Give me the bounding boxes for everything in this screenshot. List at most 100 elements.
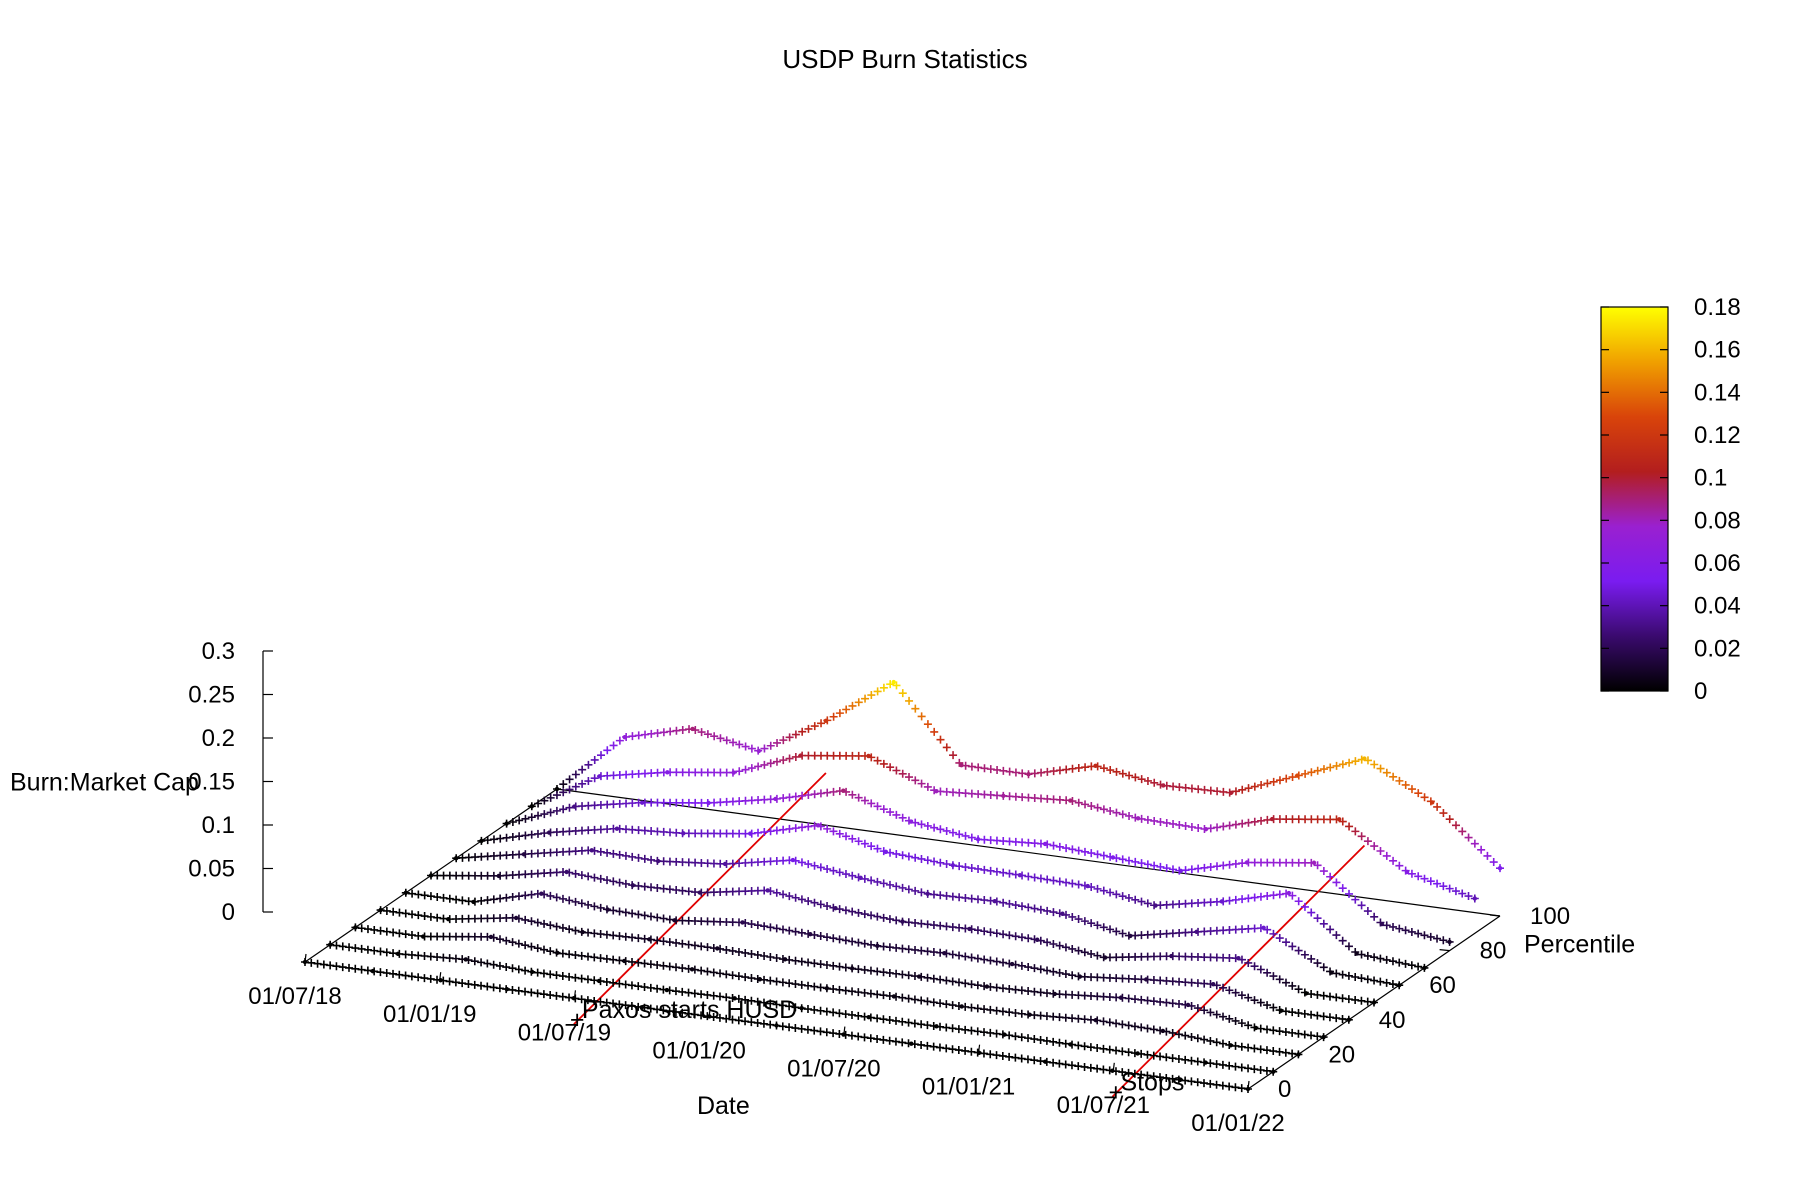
data-point	[1326, 763, 1335, 772]
data-point	[376, 926, 385, 935]
data-point	[785, 892, 794, 901]
data-point	[590, 902, 599, 911]
data-point	[584, 900, 593, 909]
data-vertex	[488, 934, 494, 940]
data-point	[395, 929, 404, 938]
data-point	[357, 965, 366, 974]
data-point	[760, 760, 769, 769]
data-vertex	[748, 831, 753, 836]
data-point	[980, 955, 989, 964]
data-point	[552, 806, 561, 815]
series-100	[553, 679, 1504, 873]
data-point	[779, 756, 788, 765]
data-point	[565, 775, 574, 784]
data-point	[533, 918, 542, 927]
data-point	[1345, 758, 1354, 767]
data-point	[1124, 1021, 1133, 1030]
data-point	[1093, 884, 1102, 893]
data-point	[577, 899, 586, 908]
data-point	[646, 912, 655, 921]
data-vertex	[1397, 983, 1402, 988]
data-point	[1212, 1010, 1221, 1019]
data-point	[917, 996, 926, 1005]
data-point	[389, 907, 398, 916]
data-point	[936, 735, 945, 744]
data-point	[854, 938, 863, 947]
data-point	[1199, 1079, 1208, 1088]
data-point	[1155, 1073, 1164, 1082]
data-point	[1099, 851, 1108, 860]
data-vertex	[824, 986, 830, 991]
data-point	[961, 863, 970, 872]
data-point	[1018, 902, 1026, 911]
data-point	[603, 876, 612, 885]
data-vertex	[1422, 965, 1427, 971]
data-point	[898, 813, 907, 822]
data-point	[546, 921, 555, 930]
data-vertex	[916, 974, 922, 979]
data-vertex	[959, 1004, 964, 1009]
annotation-label: Stops	[1120, 1069, 1184, 1097]
data-vertex	[984, 984, 990, 989]
data-point	[955, 862, 964, 871]
data-point	[823, 902, 832, 911]
data-vertex	[1178, 1077, 1183, 1083]
data-point	[546, 970, 555, 979]
data-point	[1118, 1068, 1127, 1077]
data-point	[552, 922, 561, 931]
data-point	[565, 993, 574, 1002]
data-point	[1395, 924, 1404, 933]
data-vertex	[1321, 1034, 1326, 1040]
data-point	[779, 736, 788, 745]
data-point	[873, 687, 882, 696]
data-point	[1231, 1041, 1240, 1050]
data-point	[772, 1000, 781, 1009]
data-point	[1326, 925, 1335, 934]
data-point	[1212, 1038, 1221, 1047]
data-point	[986, 765, 995, 774]
data-vertex	[554, 786, 560, 792]
data-point	[1244, 818, 1253, 827]
data-vertex	[639, 800, 645, 805]
data-point	[1269, 929, 1278, 938]
data-point	[615, 979, 624, 988]
data-vertex	[1068, 798, 1073, 803]
data-point	[1288, 891, 1297, 900]
data-point	[1294, 1009, 1303, 1018]
data-point	[539, 969, 548, 978]
colorbar-tick-label: 0.12	[1694, 422, 1741, 449]
data-point	[1244, 1043, 1253, 1052]
data-point	[1068, 912, 1077, 921]
data-point	[1049, 908, 1058, 917]
data-point	[722, 1014, 731, 1023]
data-point	[785, 979, 794, 988]
data-point	[1036, 905, 1045, 914]
data-point	[703, 730, 712, 739]
annotation-marker: +	[570, 1006, 585, 1034]
data-vertex	[697, 890, 703, 895]
data-point	[634, 853, 643, 862]
data-point	[1112, 1019, 1121, 1028]
x-tick-label: 01/01/21	[922, 1074, 1015, 1101]
data-point	[1174, 1030, 1183, 1039]
data-point	[640, 983, 649, 992]
data-point	[1257, 780, 1266, 789]
data-point	[1401, 959, 1410, 968]
data-vertex	[596, 978, 602, 984]
data-point	[892, 882, 901, 891]
data-point	[534, 799, 543, 808]
data-point	[628, 852, 637, 861]
data-point	[797, 895, 806, 904]
data-vertex	[370, 968, 375, 974]
data-point	[382, 927, 391, 936]
data-point	[936, 975, 945, 984]
data-point	[1181, 1076, 1190, 1085]
series-40	[401, 888, 1353, 1024]
data-point	[766, 923, 775, 932]
z-tick-label: 0	[222, 899, 235, 926]
data-point	[1388, 980, 1397, 989]
data-point	[1332, 1014, 1341, 1023]
data-point	[1200, 1035, 1209, 1044]
data-vertex	[622, 958, 627, 964]
data-point	[621, 908, 630, 917]
